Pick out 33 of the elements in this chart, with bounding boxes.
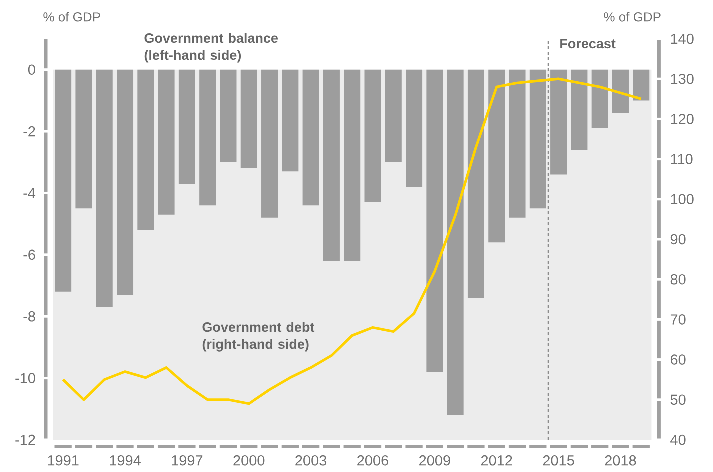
x-tick-label: 1994 — [110, 456, 141, 466]
y2-tick-label: 110 — [671, 154, 693, 164]
y2-tick-label: 100 — [671, 194, 694, 205]
series-label: Government balance (left-hand side) — [144, 33, 278, 63]
y-tick-label: 0 — [28, 64, 36, 75]
y-tick-label: -2 — [24, 126, 36, 137]
x-tick-label: 2000 — [234, 456, 265, 466]
x-tick-label: 2015 — [543, 456, 574, 466]
x-tick-label: 2006 — [358, 456, 388, 466]
y2-tick-label: 90 — [670, 234, 686, 245]
y2-tick-label: 70 — [670, 314, 686, 325]
y-tick-label: -8 — [24, 311, 36, 322]
y2-tick-label: 80 — [670, 274, 686, 285]
ref-line-label: Forecast — [560, 39, 616, 49]
x-tick-label: 2012 — [481, 456, 512, 466]
x-tick-label: 1991 — [48, 456, 79, 466]
x-tick-label: 2009 — [420, 456, 450, 466]
y2-tick-label: 50 — [670, 394, 686, 406]
y2-tick-label: 60 — [670, 354, 686, 365]
y-tick-label: -12 — [16, 434, 36, 446]
y2-tick-label: 140 — [671, 34, 694, 44]
y-tick-label: -4 — [24, 188, 36, 198]
x-tick-label: 2018 — [605, 456, 636, 466]
y-tick-label: -10 — [16, 373, 36, 384]
y2-axis-title: % of GDP — [604, 12, 661, 22]
y2-tick-label: 120 — [671, 114, 694, 124]
x-tick-label: 1997 — [172, 456, 203, 466]
y2-tick-label: 130 — [671, 74, 694, 84]
y-axis-title: % of GDP — [44, 12, 100, 22]
series-label: Government debt (right-hand side) — [202, 322, 315, 352]
x-tick-label: 2003 — [296, 456, 327, 466]
y-tick-label: -6 — [24, 250, 36, 260]
y2-tick-label: 40 — [670, 434, 686, 446]
